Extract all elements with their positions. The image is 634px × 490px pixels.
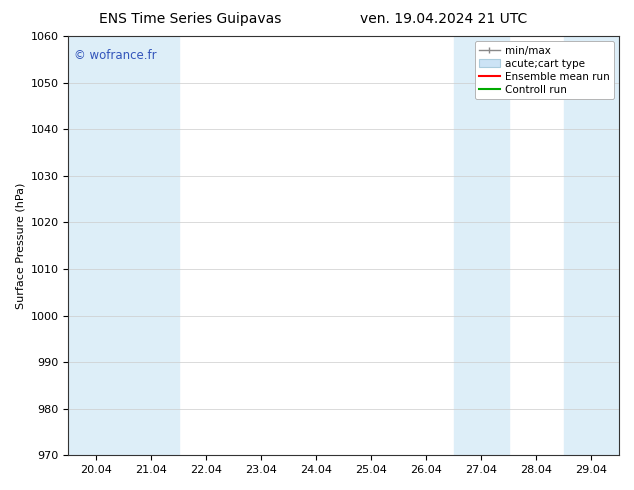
Text: © wofrance.fr: © wofrance.fr: [74, 49, 157, 62]
Y-axis label: Surface Pressure (hPa): Surface Pressure (hPa): [15, 183, 25, 309]
Bar: [564, 36, 619, 455]
Text: ven. 19.04.2024 21 UTC: ven. 19.04.2024 21 UTC: [360, 12, 527, 26]
Bar: [454, 36, 509, 455]
Legend: min/max, acute;cart type, Ensemble mean run, Controll run: min/max, acute;cart type, Ensemble mean …: [475, 41, 614, 99]
Text: ENS Time Series Guipavas: ENS Time Series Guipavas: [99, 12, 281, 26]
Bar: [68, 36, 179, 455]
